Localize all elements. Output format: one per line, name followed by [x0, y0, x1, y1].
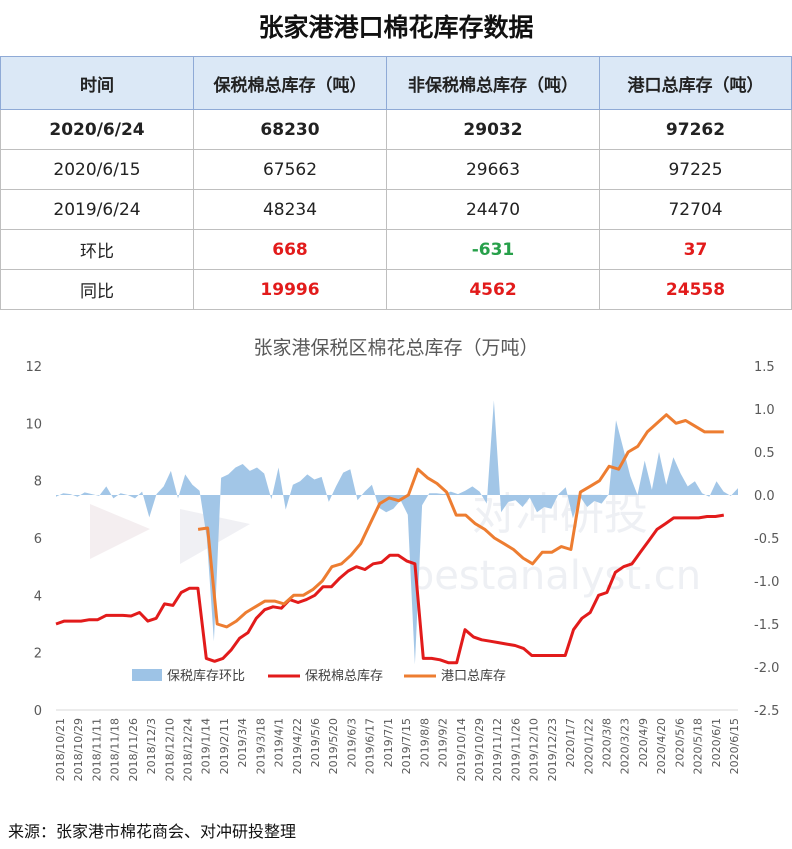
y-right-tick-label: -0.5 [754, 532, 779, 547]
header-cell-bonded: 保税棉总库存（吨） [193, 56, 387, 110]
x-tick-label: 2020/3/8 [601, 718, 614, 767]
y-left-tick-label: 4 [34, 589, 42, 604]
table-cell: 环比 [0, 229, 194, 270]
table-cell: 24558 [599, 269, 792, 310]
x-tick-label: 2019/7/1 [382, 718, 395, 767]
table-cell: -631 [386, 229, 600, 270]
x-tick-label: 2020/3/23 [619, 718, 632, 774]
table-cell: 97262 [599, 109, 792, 150]
table-cell: 48234 [193, 189, 387, 230]
watermark-logo [90, 504, 150, 559]
watermark-text: 对冲研投 [472, 489, 648, 540]
inventory-chart: 对冲研投 bestanalyst.cn 张家港保税区棉花总库存（万吨） 0 2 4 6 8 10… [25, 337, 779, 781]
x-tick-label: 2019/3/18 [254, 718, 267, 774]
x-tick-label: 2018/10/29 [72, 718, 85, 781]
x-tick-label: 2019/6/17 [364, 718, 377, 774]
x-tick-label: 2019/5/6 [309, 718, 322, 767]
x-tick-label: 2019/7/15 [400, 718, 413, 774]
x-tick-label: 2018/12/3 [145, 718, 158, 774]
y-left-tick-label: 2 [34, 647, 42, 662]
y-left-tick-label: 8 [34, 475, 42, 490]
y-right-tick-label: 1.0 [754, 403, 775, 418]
x-tick-label: 2018/10/21 [54, 718, 67, 781]
source-note: 来源：张家港市棉花商会、对冲研投整理 [8, 822, 297, 841]
x-tick-label: 2018/11/11 [90, 718, 103, 781]
table-cell: 2020/6/15 [0, 149, 194, 190]
x-tick-label: 2019/3/4 [236, 718, 249, 767]
y-right-tick-label: -1.5 [754, 618, 779, 633]
x-tick-label: 2019/10/29 [473, 718, 486, 781]
table-cell: 67562 [193, 149, 387, 190]
table-cell: 37 [599, 229, 792, 270]
y-right-tick-label: 0.5 [754, 446, 775, 461]
table-row: 2019/6/24 48234 24470 72704 [0, 189, 792, 230]
table-cell: 29032 [386, 109, 600, 150]
x-tick-label: 2019/1/14 [200, 718, 213, 774]
legend-label: 保税库存环比 [167, 668, 245, 684]
x-tick-label: 2020/6/1 [710, 718, 723, 767]
y-left-tick-label: 12 [25, 360, 42, 375]
x-tick-label: 2020/5/6 [673, 718, 686, 767]
page-title: 张家港港口棉花库存数据 [258, 13, 534, 42]
table-header-row: 时间 保税棉总库存（吨） 非保税棉总库存（吨） 港口总库存（吨） [0, 56, 792, 110]
table-cell: 4562 [386, 269, 600, 310]
x-tick-label: 2019/10/14 [455, 718, 468, 781]
header-cell-nonbonded: 非保税棉总库存（吨） [386, 56, 600, 110]
table-cell: 68230 [193, 109, 387, 150]
inventory-table: 时间 保税棉总库存（吨） 非保税棉总库存（吨） 港口总库存（吨） 2020/6/… [0, 56, 792, 310]
line-series-bonded-total [55, 513, 725, 665]
legend-label: 保税棉总库存 [305, 668, 383, 684]
table-row: 环比 668 -631 37 [0, 229, 792, 270]
table-cell: 72704 [599, 189, 792, 230]
x-tick-label: 2019/4/1 [273, 718, 286, 767]
line-series-port-total [197, 413, 724, 629]
y-left-tick-label: 6 [34, 532, 42, 547]
table-cell: 29663 [386, 149, 600, 190]
x-tick-label: 2020/1/22 [582, 718, 595, 774]
x-tick-label: 2019/2/11 [218, 718, 231, 774]
chart-title: 张家港保税区棉花总库存（万吨） [253, 337, 538, 359]
table-cell: 同比 [0, 269, 194, 310]
x-tick-label: 2018/11/26 [127, 718, 140, 781]
x-tick-label: 2019/12/10 [528, 718, 541, 781]
x-tick-label: 2019/11/12 [491, 718, 504, 781]
x-tick-label: 2019/5/20 [327, 718, 340, 774]
y-right-tick-label: 1.5 [754, 360, 775, 375]
table-cell: 19996 [193, 269, 387, 310]
table-row: 同比 19996 4562 24558 [0, 269, 792, 310]
table-row: 2020/6/24 68230 29032 97262 [0, 109, 792, 150]
x-tick-label: 2019/8/8 [418, 718, 431, 767]
header-cell-port: 港口总库存（吨） [599, 56, 792, 110]
header-cell-time: 时间 [0, 56, 194, 110]
x-tick-label: 2018/11/18 [109, 718, 122, 781]
x-tick-label: 2019/12/23 [546, 718, 559, 781]
x-tick-label: 2020/4/20 [655, 718, 668, 774]
y-right-tick-label: -1.0 [754, 575, 779, 590]
table-cell: 24470 [386, 189, 600, 230]
x-tick-label: 2019/4/22 [291, 718, 304, 774]
watermark-text: bestanalyst.cn [409, 553, 701, 599]
legend-swatch-area [132, 669, 162, 681]
table-cell: 668 [193, 229, 387, 270]
table-row: 2020/6/15 67562 29663 97225 [0, 149, 792, 190]
y-right-tick-label: -2.5 [754, 704, 779, 719]
x-tick-label: 2019/9/2 [437, 718, 450, 767]
y-right-tick-label: -2.0 [754, 661, 779, 676]
table-cell: 2020/6/24 [0, 109, 194, 150]
x-tick-label: 2020/4/9 [637, 718, 650, 767]
legend-label: 港口总库存 [441, 668, 506, 684]
x-tick-label: 2018/12/10 [163, 718, 176, 781]
table-cell: 97225 [599, 149, 792, 190]
x-tick-label: 2020/6/15 [728, 718, 741, 774]
x-tick-label: 2020/5/18 [692, 718, 705, 774]
y-left-tick-label: 10 [25, 417, 42, 432]
y-right-tick-label: 0.0 [754, 489, 775, 504]
y-left-tick-label: 0 [34, 704, 42, 719]
x-tick-label: 2020/1/7 [564, 718, 577, 767]
x-tick-label: 2019/6/3 [346, 718, 359, 767]
x-tick-label: 2019/11/26 [509, 718, 522, 781]
table-cell: 2019/6/24 [0, 189, 194, 230]
x-tick-label: 2018/12/24 [182, 718, 195, 781]
